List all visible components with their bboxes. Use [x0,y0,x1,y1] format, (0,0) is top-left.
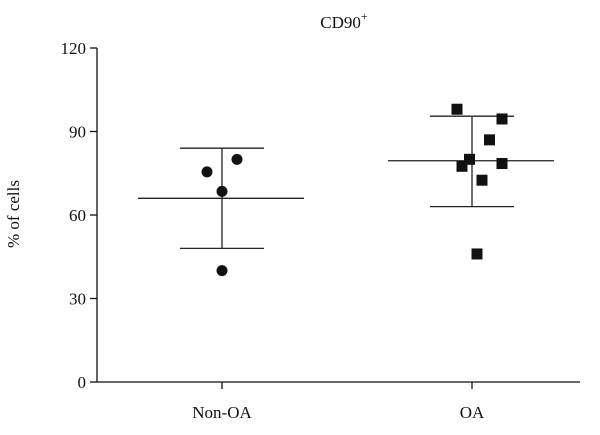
data-point [231,153,243,165]
data-point [216,265,228,277]
y-tick-label: 60 [69,206,86,225]
data-point [216,185,228,197]
title-superscript: + [361,9,368,23]
y-tick-label: 30 [69,290,86,309]
y-tick-label: 90 [69,123,86,142]
x-axis-ticks: Non-OA OA [192,382,485,422]
chart-title: CD90+ [320,9,368,32]
data-marks [138,103,554,277]
data-point [476,174,488,186]
data-point [456,160,468,172]
data-point [464,153,475,165]
group-non-oa [138,147,304,277]
group-oa [388,103,554,260]
y-axis-label: % of cells [4,180,23,248]
data-point [484,134,495,146]
title-text: CD90 [320,13,361,32]
data-point [201,166,213,178]
data-point [496,113,508,125]
x-tick-label: OA [460,403,485,422]
y-axis-ticks: 0 30 60 90 120 [61,39,97,392]
axes [96,48,580,383]
data-point [471,248,483,260]
data-point [496,158,508,170]
x-tick-label: Non-OA [192,403,252,422]
data-point [451,103,463,115]
y-tick-label: 120 [61,39,87,58]
y-tick-label: 0 [78,373,87,392]
